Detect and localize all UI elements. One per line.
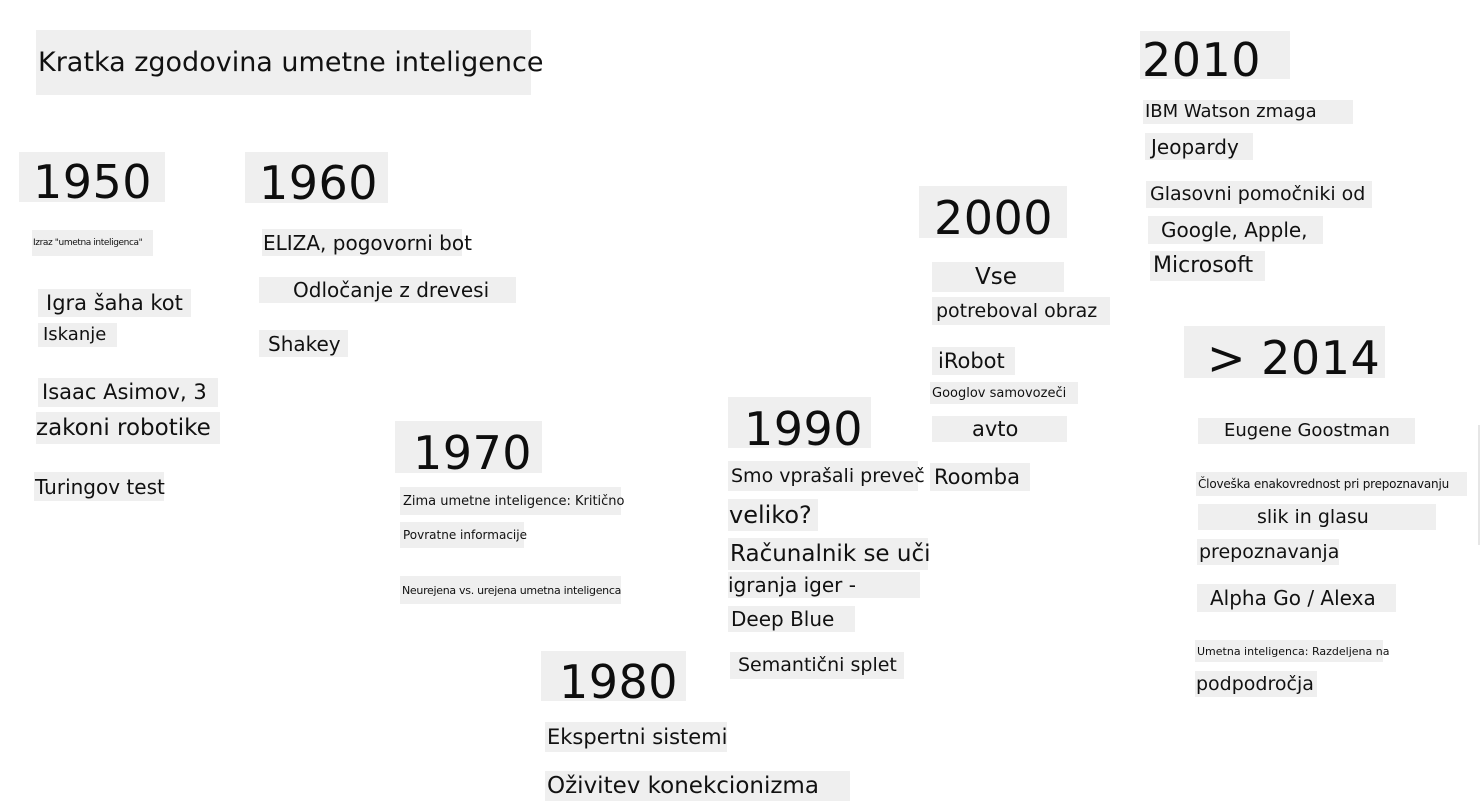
event-2014-parity-line2: slik in glasu [1198, 504, 1436, 530]
event-1990-deep-blue: Deep Blue [728, 606, 855, 632]
event-2000-face-line1: Vse [932, 262, 1064, 292]
event-1980-connectionism: Oživitev konekcionizma [545, 771, 850, 801]
event-2010-assistants-line3: Microsoft [1150, 251, 1265, 281]
year-1970: 1970 [395, 421, 542, 476]
event-2014-parity-line3: prepoznavanja [1197, 539, 1339, 565]
event-2014-alphago-alexa: Alpha Go / Alexa [1197, 584, 1396, 612]
event-1990-computer-learns-line1: Računalnik se uči [728, 538, 931, 570]
event-1960-shakey: Shakey [259, 330, 348, 357]
event-1950-chess-line2: Iskanje [38, 323, 117, 347]
event-1950-asimov-line2: zakoni robotike [36, 412, 220, 444]
year-1960: 1960 [245, 152, 388, 206]
year-2010: 2010 [1140, 31, 1290, 83]
diagram-title: Kratka zgodovina umetne inteligence [36, 30, 544, 95]
year-1990: 1990 [728, 397, 871, 452]
event-1990-asked-too-much-line1: Smo vprašali preveč [728, 461, 925, 491]
event-1960-decision-trees: Odločanje z drevesi [259, 277, 516, 303]
event-1970-ai-winter-line2: Povratne informacije [400, 522, 527, 548]
event-2000-roomba: Roomba [930, 463, 1030, 491]
event-2010-watson-line1: IBM Watson zmaga [1143, 100, 1353, 124]
event-2000-google-car-line1: Googlov samovozeči [930, 382, 1078, 404]
event-1950-term-ai: Izraz "umetna inteligenca" [32, 230, 153, 256]
event-2000-face-line2: potreboval obraz [932, 297, 1110, 325]
event-1990-computer-learns-line2: igranja iger - [728, 572, 920, 598]
event-1980-expert-systems: Ekspertni sistemi [545, 722, 727, 752]
event-2014-subfields-line2: podpodročja [1195, 671, 1317, 697]
event-1990-asked-too-much-line2: veliko? [728, 499, 818, 531]
edge-divider [1478, 425, 1480, 545]
year-1980: 1980 [541, 651, 686, 705]
event-1950-asimov-line1: Isaac Asimov, 3 [38, 378, 218, 407]
year-2014-plus: > 2014 [1184, 326, 1385, 381]
event-2010-assistants-line2: Google, Apple, [1148, 216, 1323, 244]
year-2000: 2000 [919, 186, 1067, 241]
event-2014-subfields-line1: Umetna inteligenca: Razdeljena na [1195, 640, 1389, 662]
event-2000-google-car-line2: avto [932, 416, 1067, 442]
event-1970-ai-winter-line1: Zima umetne inteligence: Kritično [400, 487, 625, 515]
event-1970-scruffy-vs-neat: Neurejena vs. urejena umetna inteligenca [400, 576, 621, 604]
event-1990-semantic-web: Semantični splet [730, 652, 904, 679]
event-1950-chess-line1: Igra šaha kot [38, 289, 191, 317]
year-1950: 1950 [19, 152, 165, 205]
event-2014-eugene-goostman: Eugene Goostman [1198, 418, 1415, 444]
event-2010-watson-line2: Jeopardy [1145, 133, 1253, 160]
event-1960-eliza: ELIZA, pogovorni bot [262, 229, 472, 256]
event-1950-turing-test: Turingov test [34, 472, 165, 501]
event-2010-assistants-line1: Glasovni pomočniki od [1146, 181, 1372, 208]
event-2000-irobot: iRobot [932, 347, 1015, 375]
event-2014-parity-line1: Človeška enakovrednost pri prepoznavanju [1196, 472, 1467, 496]
